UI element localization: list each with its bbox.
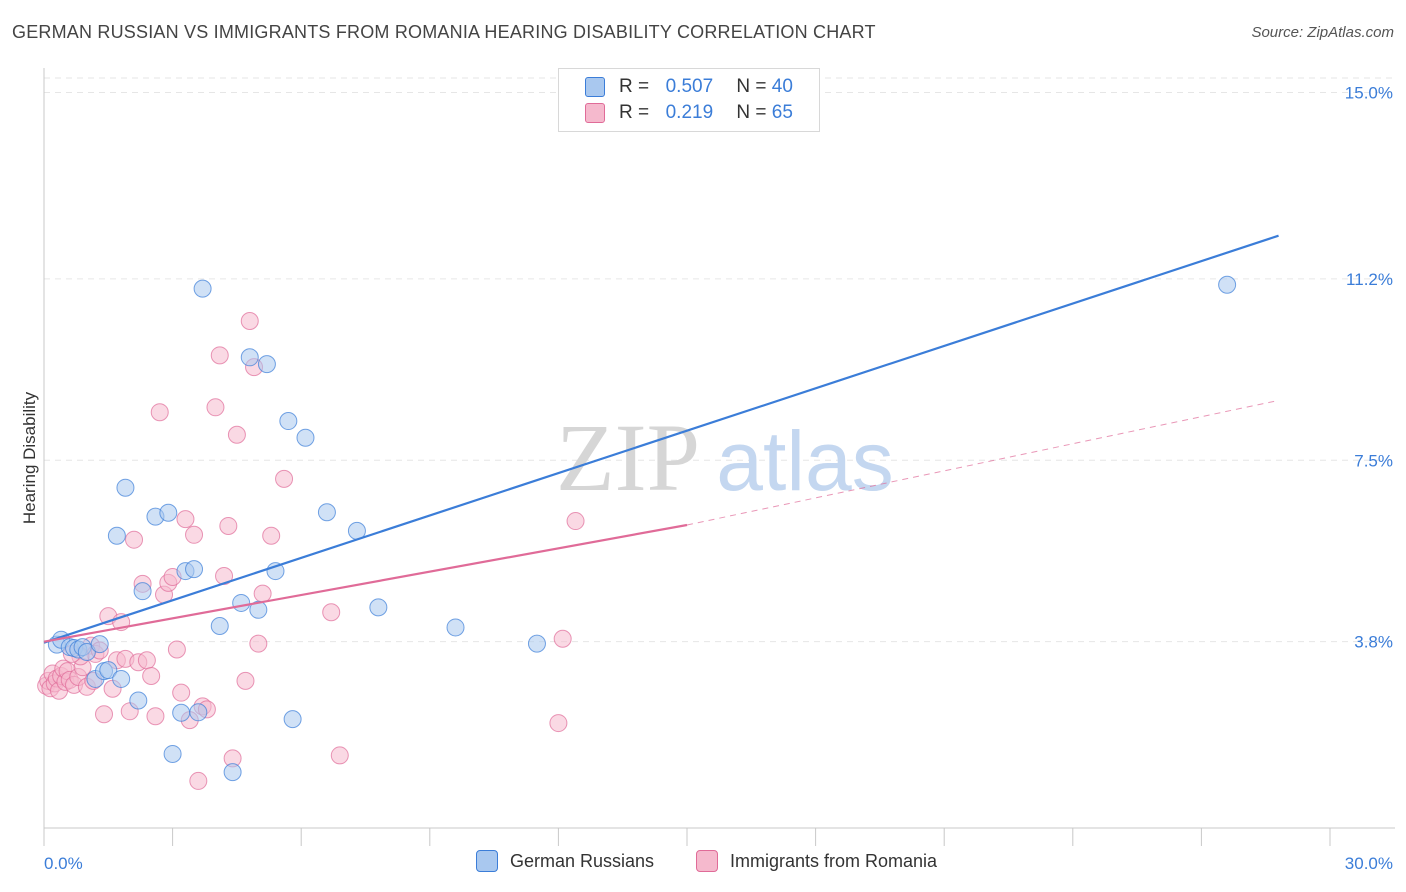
pink-swatch <box>696 850 718 872</box>
point-german-russians <box>279 412 298 431</box>
legend-item-german-russians: German Russians <box>476 850 654 872</box>
legend-row-german-russians: R = 0.507 N = 40 <box>585 75 793 99</box>
n-value: 65 <box>771 102 793 123</box>
r-value: 0.219 <box>665 102 714 123</box>
point-german-russians <box>223 763 242 782</box>
point-german-russians <box>99 661 118 680</box>
trend-line-romania <box>43 523 688 643</box>
legend-label: Immigrants from Romania <box>730 850 938 871</box>
point-german-russians <box>232 593 251 612</box>
point-german-russians <box>159 503 178 522</box>
point-german-russians <box>172 703 191 722</box>
point-romania <box>137 651 156 670</box>
point-romania <box>330 746 349 765</box>
legend-label: German Russians <box>510 850 655 871</box>
point-romania <box>185 525 204 544</box>
point-german-russians <box>1218 275 1237 294</box>
point-romania <box>125 530 144 549</box>
watermark-atlas: atlas <box>716 414 893 508</box>
point-german-russians <box>112 669 131 688</box>
point-romania <box>262 526 281 545</box>
point-romania <box>219 516 238 535</box>
y-tick-label: 7.5% <box>1354 451 1393 470</box>
point-german-russians <box>90 635 109 654</box>
correlation-legend: R = 0.507 N = 40 R = 0.219 N = 65 <box>558 68 820 132</box>
tick-labels: 3.8% 7.5% 11.2% 15.0% 0.0% 30.0% <box>44 84 1393 873</box>
point-german-russians <box>283 710 302 729</box>
trend-lines <box>43 234 1279 644</box>
source-label: Source: ZipAtlas.com <box>1251 24 1394 41</box>
point-romania <box>227 425 246 444</box>
point-german-russians <box>107 526 126 545</box>
y-tick-label: 11.2% <box>1346 270 1393 289</box>
watermark-zip: ZIP <box>556 404 700 511</box>
point-romania <box>206 398 225 417</box>
point-romania <box>150 403 169 422</box>
point-german-russians <box>163 744 182 763</box>
point-german-russians <box>240 348 259 367</box>
n-label: N = <box>736 102 767 123</box>
point-german-russians <box>185 560 204 579</box>
point-romania <box>322 603 341 622</box>
point-romania <box>553 629 572 648</box>
point-german-russians <box>369 598 388 617</box>
point-romania <box>95 705 114 724</box>
point-german-russians <box>296 428 315 447</box>
point-german-russians <box>189 703 208 722</box>
point-romania <box>176 510 195 529</box>
x-tick-label-max: 30.0% <box>1345 854 1393 873</box>
n-value: 40 <box>771 76 793 97</box>
point-german-russians <box>317 503 336 522</box>
point-romania <box>566 512 585 531</box>
watermark: ZIP atlas <box>556 404 894 511</box>
point-romania <box>275 469 294 488</box>
point-german-russians <box>129 691 148 710</box>
r-label: R = <box>619 102 650 123</box>
point-romania <box>549 714 568 733</box>
point-romania <box>210 346 229 365</box>
r-value: 0.507 <box>665 76 714 97</box>
point-german-russians <box>249 600 268 619</box>
point-german-russians <box>133 582 152 601</box>
point-german-russians <box>257 355 276 374</box>
point-romania <box>215 566 234 585</box>
point-romania <box>249 634 268 653</box>
trend-line-german-russians <box>43 234 1279 644</box>
x-tick-label-min: 0.0% <box>44 854 83 873</box>
pink-swatch <box>585 103 605 123</box>
point-romania <box>236 671 255 690</box>
axes <box>43 68 1395 846</box>
legend-item-romania: Immigrants from Romania <box>696 850 937 872</box>
y-tick-label: 3.8% <box>1354 633 1393 652</box>
blue-swatch <box>585 77 605 97</box>
point-romania <box>146 707 165 726</box>
legend-row-romania: R = 0.219 N = 65 <box>585 101 793 125</box>
blue-swatch <box>476 850 498 872</box>
point-romania <box>240 312 259 331</box>
trend-extension-romania <box>686 399 1279 526</box>
point-romania <box>172 683 191 702</box>
point-romania <box>142 667 161 685</box>
r-label: R = <box>619 76 650 97</box>
series-legend: German Russians Immigrants from Romania <box>0 850 1406 878</box>
point-german-russians <box>210 616 229 635</box>
point-german-russians <box>193 279 212 298</box>
point-romania <box>167 640 186 659</box>
point-german-russians <box>527 634 546 653</box>
data-points <box>37 275 1237 790</box>
point-german-russians <box>446 618 465 637</box>
chart-title: GERMAN RUSSIAN VS IMMIGRANTS FROM ROMANI… <box>12 22 876 42</box>
point-romania <box>189 771 208 790</box>
point-german-russians <box>116 478 135 497</box>
n-label: N = <box>736 76 767 97</box>
y-tick-label: 15.0% <box>1345 84 1393 103</box>
point-romania <box>253 584 272 603</box>
